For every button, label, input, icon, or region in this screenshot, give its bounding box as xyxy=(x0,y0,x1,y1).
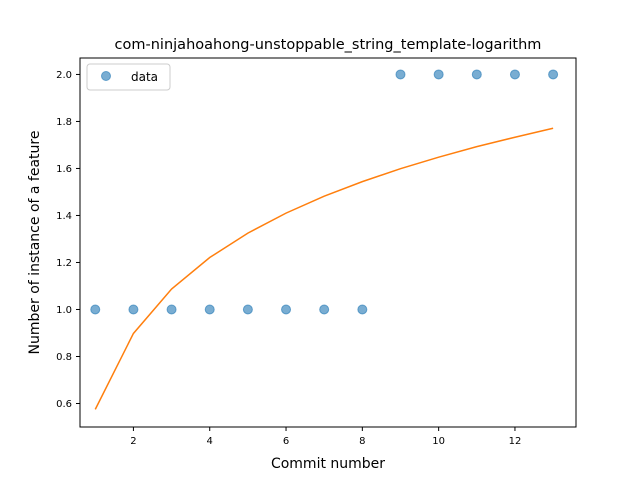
y-axis: 0.6 0.8 1.0 1.2 1.4 1.6 1.8 2.0 xyxy=(56,70,80,410)
data-point xyxy=(128,304,139,315)
x-tick-label: 10 xyxy=(432,436,445,447)
x-axis-label: Commit number xyxy=(271,456,385,472)
x-tick-label: 8 xyxy=(359,436,365,447)
x-axis: 2 4 6 8 10 12 xyxy=(130,427,521,447)
data-point xyxy=(395,69,406,80)
data-point xyxy=(204,304,215,315)
data-point xyxy=(433,69,444,80)
plot-background xyxy=(80,58,576,427)
x-tick-label: 2 xyxy=(130,436,136,447)
data-point xyxy=(242,304,253,315)
data-point xyxy=(548,69,559,80)
y-axis-label: Number of instance of a feature xyxy=(27,131,43,355)
legend-box xyxy=(86,63,171,91)
plot-frame xyxy=(79,57,577,428)
data-point xyxy=(319,304,330,315)
data-point xyxy=(471,69,482,80)
data-point xyxy=(509,69,520,80)
legend: data xyxy=(86,63,171,91)
x-tick-label: 6 xyxy=(283,436,289,447)
y-tick-label: 1.0 xyxy=(56,305,72,316)
y-tick-label: 2.0 xyxy=(56,70,72,81)
y-tick-label: 1.6 xyxy=(56,164,72,175)
y-tick-label: 1.8 xyxy=(56,117,72,128)
legend-label-data: data xyxy=(131,70,158,84)
data-points-layer xyxy=(90,69,559,315)
data-point xyxy=(166,304,177,315)
data-point xyxy=(90,304,101,315)
y-tick-label: 0.6 xyxy=(56,399,72,410)
x-tick-label: 12 xyxy=(509,436,522,447)
x-tick-label: 4 xyxy=(207,436,213,447)
data-point xyxy=(357,304,368,315)
fit-line xyxy=(94,127,554,410)
y-tick-label: 1.4 xyxy=(56,211,72,222)
data-point xyxy=(281,304,292,315)
legend-marker-data xyxy=(101,71,111,81)
y-tick-label: 1.2 xyxy=(56,258,72,269)
chart-title: com-ninjahoahong-unstoppable_string_temp… xyxy=(115,37,542,53)
fit-line-layer xyxy=(94,127,554,410)
y-tick-label: 0.8 xyxy=(56,352,72,363)
plot-area xyxy=(79,57,577,428)
